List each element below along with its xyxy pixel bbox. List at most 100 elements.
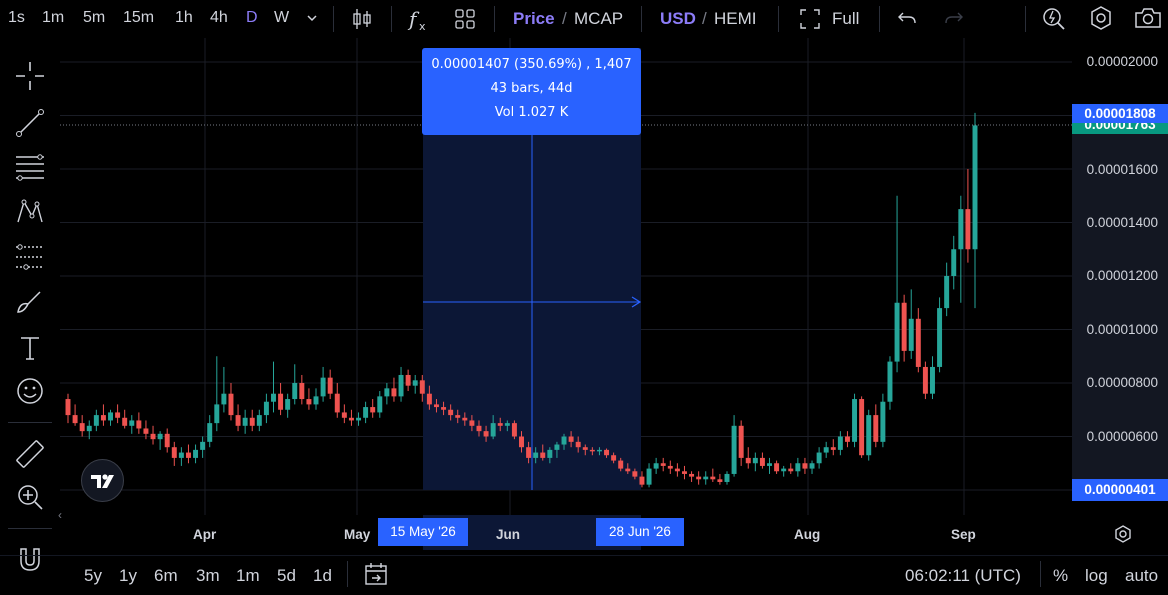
crosshair-icon[interactable] bbox=[12, 58, 48, 94]
currency-token-toggle[interactable]: HEMI bbox=[714, 9, 757, 28]
chevron-down-icon[interactable] bbox=[306, 13, 318, 23]
candle-body bbox=[823, 447, 829, 453]
candle-body bbox=[944, 276, 950, 309]
candle bbox=[547, 447, 553, 464]
collapse-toolbar-icon[interactable]: ‹ bbox=[58, 508, 62, 522]
measure-info-box: 0.00001407 (350.69%) , 1,407 43 bars, 44… bbox=[422, 48, 641, 135]
currency-usd-toggle[interactable]: USD bbox=[660, 9, 696, 28]
timeframe-1s[interactable]: 1s bbox=[8, 9, 25, 26]
candle bbox=[249, 409, 255, 432]
timeframe-5m[interactable]: 5m bbox=[83, 9, 106, 26]
candle bbox=[93, 409, 99, 432]
redo-icon[interactable] bbox=[944, 10, 964, 28]
emoji-icon[interactable] bbox=[12, 373, 48, 409]
range-1d[interactable]: 1d bbox=[313, 566, 332, 585]
candle bbox=[271, 361, 276, 413]
timeframe-w[interactable]: W bbox=[274, 9, 290, 26]
candle-body bbox=[511, 423, 517, 437]
candle-body bbox=[306, 399, 312, 405]
candle bbox=[193, 444, 199, 464]
timeframe-15m[interactable]: 15m bbox=[123, 9, 155, 26]
tradingview-logo[interactable] bbox=[81, 459, 124, 502]
candle-body bbox=[788, 468, 794, 472]
auto-scale-toggle[interactable]: auto bbox=[1125, 566, 1159, 585]
price-tick: 0.00000800 bbox=[1086, 375, 1158, 390]
candle-body bbox=[398, 374, 404, 397]
magnet-icon[interactable] bbox=[12, 541, 48, 577]
candle-body bbox=[207, 423, 213, 442]
layout-grid-icon[interactable] bbox=[454, 8, 476, 30]
candle bbox=[455, 409, 461, 424]
candle-body bbox=[689, 473, 695, 477]
trend-line-icon[interactable] bbox=[12, 105, 48, 141]
range-1m[interactable]: 1m bbox=[236, 566, 260, 585]
range-6m[interactable]: 6m bbox=[154, 566, 178, 585]
range-5y[interactable]: 5y bbox=[84, 566, 102, 585]
text-icon[interactable] bbox=[12, 330, 48, 366]
drawing-toolbar: ‹ bbox=[0, 38, 62, 595]
candle bbox=[660, 457, 666, 472]
candle bbox=[178, 447, 184, 466]
candle bbox=[611, 452, 617, 464]
timeframe-4h[interactable]: 4h bbox=[210, 9, 228, 26]
candle-body bbox=[193, 449, 199, 458]
candle bbox=[129, 415, 135, 434]
candle bbox=[391, 377, 397, 402]
axis-settings-icon[interactable] bbox=[1113, 524, 1133, 544]
candle bbox=[79, 415, 85, 437]
fib-retracement-icon[interactable] bbox=[12, 150, 48, 186]
bottom-toolbar bbox=[0, 555, 1168, 595]
camera-icon[interactable] bbox=[1134, 6, 1162, 30]
fullscreen-button[interactable]: Full bbox=[832, 9, 860, 28]
clock[interactable]: 06:02:11 (UTC) bbox=[905, 566, 1021, 585]
candle bbox=[370, 399, 376, 418]
quick-search-icon[interactable] bbox=[1041, 5, 1067, 31]
percent-scale-toggle[interactable]: % bbox=[1053, 566, 1069, 585]
timeframe-1h[interactable]: 1h bbox=[175, 9, 193, 26]
timeframe-1m[interactable]: 1m bbox=[42, 9, 65, 26]
candle bbox=[313, 388, 319, 410]
brush-icon[interactable] bbox=[12, 284, 48, 320]
candle-body bbox=[710, 476, 716, 480]
time-label-may: May bbox=[344, 527, 371, 542]
range-5d[interactable]: 5d bbox=[277, 566, 296, 585]
candle bbox=[292, 364, 298, 405]
candle bbox=[462, 412, 468, 426]
range-1y[interactable]: 1y bbox=[119, 566, 137, 585]
candle-body bbox=[93, 415, 99, 426]
candle-body bbox=[426, 393, 432, 405]
candle bbox=[937, 297, 943, 373]
candle bbox=[880, 393, 886, 448]
timeframe-d[interactable]: D bbox=[246, 9, 258, 26]
candle-body bbox=[717, 479, 723, 482]
pattern-icon[interactable] bbox=[12, 194, 48, 230]
candle-body bbox=[228, 393, 234, 416]
time-label-jun: Jun bbox=[496, 527, 521, 542]
zoom-in-icon[interactable] bbox=[12, 479, 48, 515]
fullscreen-icon[interactable] bbox=[800, 9, 820, 29]
go-to-date-icon[interactable] bbox=[364, 562, 388, 586]
candles-layer bbox=[65, 112, 978, 488]
ruler-icon[interactable] bbox=[12, 436, 48, 472]
candle-body bbox=[115, 412, 121, 418]
undo-icon[interactable] bbox=[897, 10, 917, 28]
candle bbox=[972, 112, 978, 309]
settings-icon[interactable] bbox=[1088, 5, 1114, 31]
toolbar-divider-2 bbox=[8, 528, 52, 529]
candle-body bbox=[320, 377, 326, 397]
range-end-tag: 28 Jun '26 bbox=[596, 518, 684, 546]
candle bbox=[859, 396, 865, 458]
log-scale-toggle[interactable]: log bbox=[1085, 566, 1108, 585]
mcap-toggle[interactable]: MCAP bbox=[574, 9, 624, 28]
candle bbox=[575, 436, 581, 453]
price-toggle[interactable]: Price bbox=[513, 9, 555, 28]
candles-icon[interactable] bbox=[351, 6, 373, 32]
candle bbox=[816, 447, 822, 469]
forecast-icon[interactable] bbox=[12, 239, 48, 275]
candle-body bbox=[660, 463, 666, 466]
range-3m[interactable]: 3m bbox=[196, 566, 220, 585]
candle bbox=[965, 169, 971, 263]
candle-body bbox=[653, 463, 659, 469]
candle bbox=[320, 366, 326, 402]
